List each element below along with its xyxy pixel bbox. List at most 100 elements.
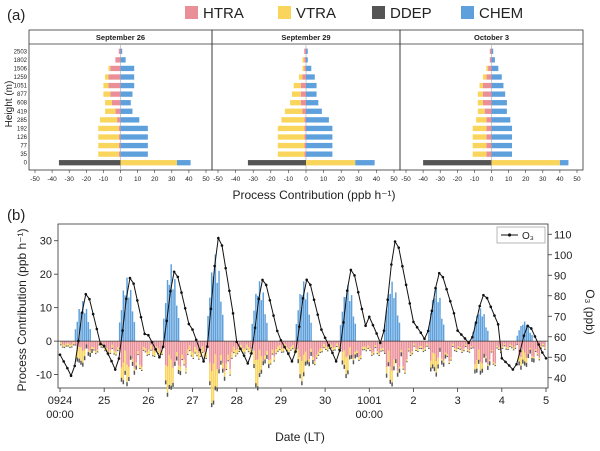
panel-b-frame <box>57 223 549 389</box>
hourly-bar-ddep <box>153 355 156 357</box>
hourly-bar-vtra <box>544 347 546 349</box>
o3-point <box>533 335 537 338</box>
hourly-bar-vtra <box>433 353 436 368</box>
hourly-bar-htra <box>293 341 296 349</box>
hourly-bar-chem <box>214 254 217 342</box>
hourly-bar-vtra <box>391 370 393 383</box>
hourly-bar-ddep <box>441 360 443 365</box>
hourly-bar-vtra <box>133 367 136 371</box>
hourly-bar-htra <box>264 341 266 356</box>
hourly-bar-vtra <box>161 349 163 355</box>
o3-point <box>228 289 231 293</box>
bar-htra-608 <box>482 100 492 106</box>
hourly-bar-chem <box>295 323 298 342</box>
hourly-bar-htra <box>494 341 496 364</box>
o3-point <box>482 293 485 297</box>
hourly-bar-chem <box>74 329 77 342</box>
bar-htra-1051 <box>482 82 492 89</box>
hourly-bar-ddep <box>157 352 160 354</box>
hourly-bar-htra <box>210 341 213 372</box>
panel-b-ylabel-right: O₃ (ppb) <box>583 289 597 335</box>
hourly-bar-htra <box>262 341 264 362</box>
hourly-bar-chem <box>301 295 303 342</box>
hourly-bar-htra <box>407 341 410 349</box>
o3-point <box>452 311 456 315</box>
hourly-bar-htra <box>356 341 358 351</box>
hourly-bar-ddep <box>433 367 436 372</box>
hourly-bar-htra <box>280 341 283 349</box>
hourly-bar-ddep <box>498 349 500 351</box>
hourly-bar-vtra <box>337 346 340 350</box>
hourly-bar-vtra <box>413 343 415 346</box>
hourly-bar-vtra <box>100 344 102 347</box>
bar-htra-77 <box>118 142 121 149</box>
hourly-bar-ddep <box>187 353 189 355</box>
hourly-bar-ddep <box>361 349 364 351</box>
hourly-bar-vtra <box>424 347 426 350</box>
hourly-bar-chem <box>207 315 209 342</box>
x-tick-label: 50 <box>390 176 398 183</box>
hourly-bar-htra <box>371 341 373 353</box>
hourly-bar-vtra <box>435 360 438 373</box>
hourly-bar-htra <box>389 341 391 367</box>
hourly-bar-vtra <box>398 366 401 369</box>
hourly-bar-vtra <box>277 346 279 351</box>
hourly-bar-ddep <box>384 352 386 354</box>
hourly-bar-vtra <box>334 347 336 350</box>
hourly-bar-htra <box>450 341 452 358</box>
hourly-bar-htra <box>341 341 344 353</box>
hourly-bar-ddep <box>360 358 362 360</box>
bar-vtra-35 <box>277 151 305 157</box>
hourly-bar-chem <box>485 327 487 342</box>
o3-point <box>305 278 308 282</box>
hourly-bar-htra <box>225 341 228 364</box>
bar-htra-877 <box>300 91 306 97</box>
bar-htra-1259 <box>486 74 492 80</box>
hourly-bar-chem <box>518 330 520 342</box>
hourly-bar-htra <box>428 341 430 349</box>
o3-point <box>463 337 467 340</box>
hourly-bar-chem <box>439 297 441 342</box>
o3-point <box>77 339 80 343</box>
o3-point <box>415 325 419 329</box>
hourly-bar-chem <box>89 329 91 342</box>
hourly-bar-vtra <box>374 345 377 348</box>
hourly-bar-htra <box>365 341 368 348</box>
o3-point <box>128 276 132 280</box>
hourly-bar-htra <box>376 341 379 352</box>
hourly-bar-vtra <box>231 352 233 358</box>
bar-chem-2503 <box>491 48 494 54</box>
hourly-bar-ddep <box>435 372 438 377</box>
hourly-bar-htra <box>196 341 198 350</box>
hourly-bar-vtra <box>371 352 373 355</box>
hourly-bar-htra <box>358 341 360 358</box>
o3-point <box>493 314 496 317</box>
bar-vtra-419 <box>284 108 303 114</box>
hourly-bar-ddep <box>291 348 294 350</box>
hourly-bar-chem <box>350 295 353 342</box>
subplot-title: October 3 <box>474 33 509 42</box>
hourly-bar-vtra <box>323 344 325 348</box>
hourly-bar-vtra <box>430 360 432 368</box>
hourly-bar-vtra <box>540 346 542 348</box>
hourly-bar-htra <box>424 341 426 348</box>
hourly-bar-chem <box>531 334 533 342</box>
hourly-bar-chem <box>516 335 519 342</box>
hourly-bar-ddep <box>525 362 528 367</box>
bar-chem-1051 <box>120 82 135 89</box>
hourly-bar-vtra <box>146 351 148 355</box>
hourly-bar-ddep <box>315 357 318 359</box>
o3-point <box>375 332 378 335</box>
hourly-bar-htra <box>177 341 180 366</box>
hourly-bar-htra <box>199 341 202 351</box>
hourly-bar-vtra <box>166 366 169 393</box>
hourly-bar-vtra <box>529 348 531 350</box>
hourly-bar-vtra <box>301 361 303 382</box>
hourly-bar-ddep <box>395 359 397 364</box>
hourly-bar-htra <box>536 341 539 353</box>
hourly-bar-ddep <box>148 354 150 356</box>
hourly-bar-vtra <box>376 351 379 354</box>
o3-point <box>353 274 356 277</box>
hourly-bar-ddep <box>442 362 445 367</box>
hourly-bar-chem <box>120 310 123 342</box>
